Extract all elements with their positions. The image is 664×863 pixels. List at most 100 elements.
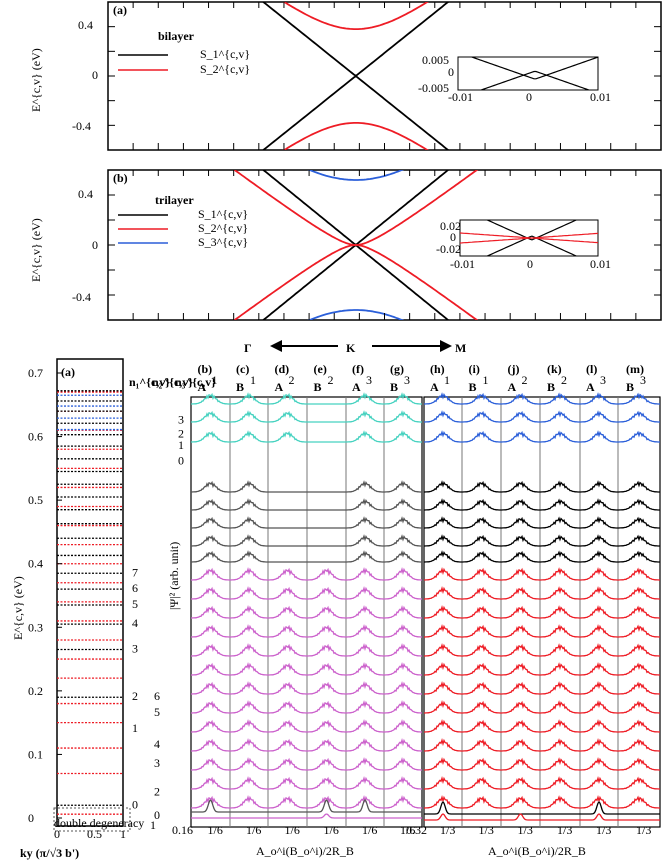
bilayer-panel-label: (a): [113, 3, 127, 17]
n3-header: n₃^{c,v}: [175, 375, 216, 389]
wf-trace: [501, 813, 540, 821]
wf-trace: [384, 661, 422, 676]
wf-trace: [424, 642, 462, 657]
wf-trace: [424, 534, 462, 547]
landau-xlabel: ky (π/√3 b'): [20, 846, 79, 860]
trilayer-ytick-04: 0.4: [78, 187, 93, 201]
wf-trace: [462, 480, 501, 493]
wf-trace: [191, 700, 230, 714]
bilayer-ytick-m04: -0.4: [72, 119, 91, 133]
n3-level-label: 0: [178, 453, 184, 467]
double-degeneracy-box: [53, 807, 131, 832]
column-panel-label: (c): [236, 362, 249, 376]
column-sublattice-letter: A: [198, 380, 207, 394]
column-sublattice-letter: A: [586, 380, 595, 394]
wf-trace: [384, 794, 422, 809]
wf-trace: [346, 550, 384, 563]
n2-header: n₂^{c,v}: [152, 375, 193, 389]
wf-trace: [268, 605, 307, 619]
wf-trace: [424, 718, 462, 733]
wf-trace: [191, 662, 230, 676]
column-layer-index: 1: [250, 373, 256, 387]
wf-trace: [384, 642, 422, 657]
wf-trace: [191, 516, 230, 529]
wf-trace: [501, 534, 540, 547]
wf-trace: [501, 643, 540, 657]
wf-trace: [191, 550, 230, 563]
wf-right-xtick-first: 0.32: [406, 823, 427, 837]
wf-trace: [307, 813, 346, 819]
wf-trace: [540, 662, 580, 676]
wf-trace: [307, 567, 346, 581]
wf-trace: [191, 605, 230, 619]
band-s2-conduction: [282, 2, 429, 31]
wf-trace: [191, 410, 230, 423]
trilayer-inset-xtick-mid: 0: [527, 257, 533, 271]
column-layer-index: 2: [522, 373, 528, 387]
wf-trace: [540, 550, 580, 563]
wf-trace: [618, 700, 660, 714]
wf-trace: [580, 585, 618, 600]
wf-trace: [424, 756, 462, 771]
column-sublattice-letter: B: [469, 380, 477, 394]
wf-trace: [346, 794, 384, 809]
wf-trace: [191, 480, 230, 493]
wf-trace: [580, 604, 618, 619]
wf-trace: [307, 681, 346, 695]
wf-trace: [268, 776, 307, 790]
wf-trace: [540, 392, 580, 405]
bilayer-ylabel: E^{c,v} (eV): [29, 48, 43, 112]
n1-level-label: 3: [132, 642, 138, 656]
wf-trace: [618, 516, 660, 529]
column-sublattice-letter: A: [508, 380, 517, 394]
wf-trace: [384, 410, 422, 423]
column-layer-index: 2: [289, 373, 295, 387]
bilayer-inset-ytick-mid: 0: [448, 65, 454, 79]
trilayer-inset-xtick-right: 0.01: [590, 257, 611, 271]
trilayer-legend-label-s2: S_2^{c,v}: [198, 221, 248, 235]
wf-trace: [580, 775, 618, 790]
trilayer-inset-xtick-left: -0.01: [450, 257, 475, 271]
wf-trace: [191, 498, 230, 511]
wf-trace: [462, 516, 501, 529]
wf-trace: [424, 550, 462, 563]
wf-trace: [191, 534, 230, 547]
wf-trace: [501, 392, 540, 405]
landau-ytick-label: 0.7: [28, 366, 43, 380]
wf-trace: [230, 498, 268, 511]
wf-trace: [384, 699, 422, 714]
bilayer-inset-xtick-right: 0.01: [590, 90, 611, 104]
wf-trace: [618, 550, 660, 563]
column-layer-index: 3: [640, 373, 646, 387]
band-s1-conduction: [262, 2, 450, 77]
wf-trace: [424, 430, 462, 443]
wf-trace: [501, 624, 540, 638]
wf-trace: [424, 680, 462, 695]
wf-trace: [618, 392, 660, 405]
wf-trace: [384, 585, 422, 600]
trilayer-legend-title: trilayer: [155, 193, 194, 207]
wf-trace: [462, 498, 501, 511]
wf-trace: [346, 718, 384, 733]
wf-trace: [230, 410, 268, 423]
wf-trace: [580, 430, 618, 443]
column-layer-index: 3: [366, 373, 372, 387]
trilayer-legend-label-s3: S_3^{c,v}: [198, 235, 248, 249]
wf-trace: [268, 567, 307, 581]
wf-trace: [424, 661, 462, 676]
wf-trace: [346, 699, 384, 714]
wf-trace: [580, 680, 618, 695]
wf-trace: [268, 430, 307, 443]
wf-trace: [540, 643, 580, 657]
wf-right-xtick: 1/3: [479, 823, 494, 837]
wf-trace: [384, 534, 422, 547]
wf-trace: [230, 680, 268, 695]
wf-trace: [191, 776, 230, 790]
wf-trace: [230, 516, 268, 529]
wf-trace: [230, 699, 268, 714]
n1-level-label: 7: [132, 565, 138, 579]
landau-ytick-label: 0.5: [28, 493, 43, 507]
band-s1-valence: [262, 75, 450, 150]
wf-trace: [618, 430, 660, 443]
